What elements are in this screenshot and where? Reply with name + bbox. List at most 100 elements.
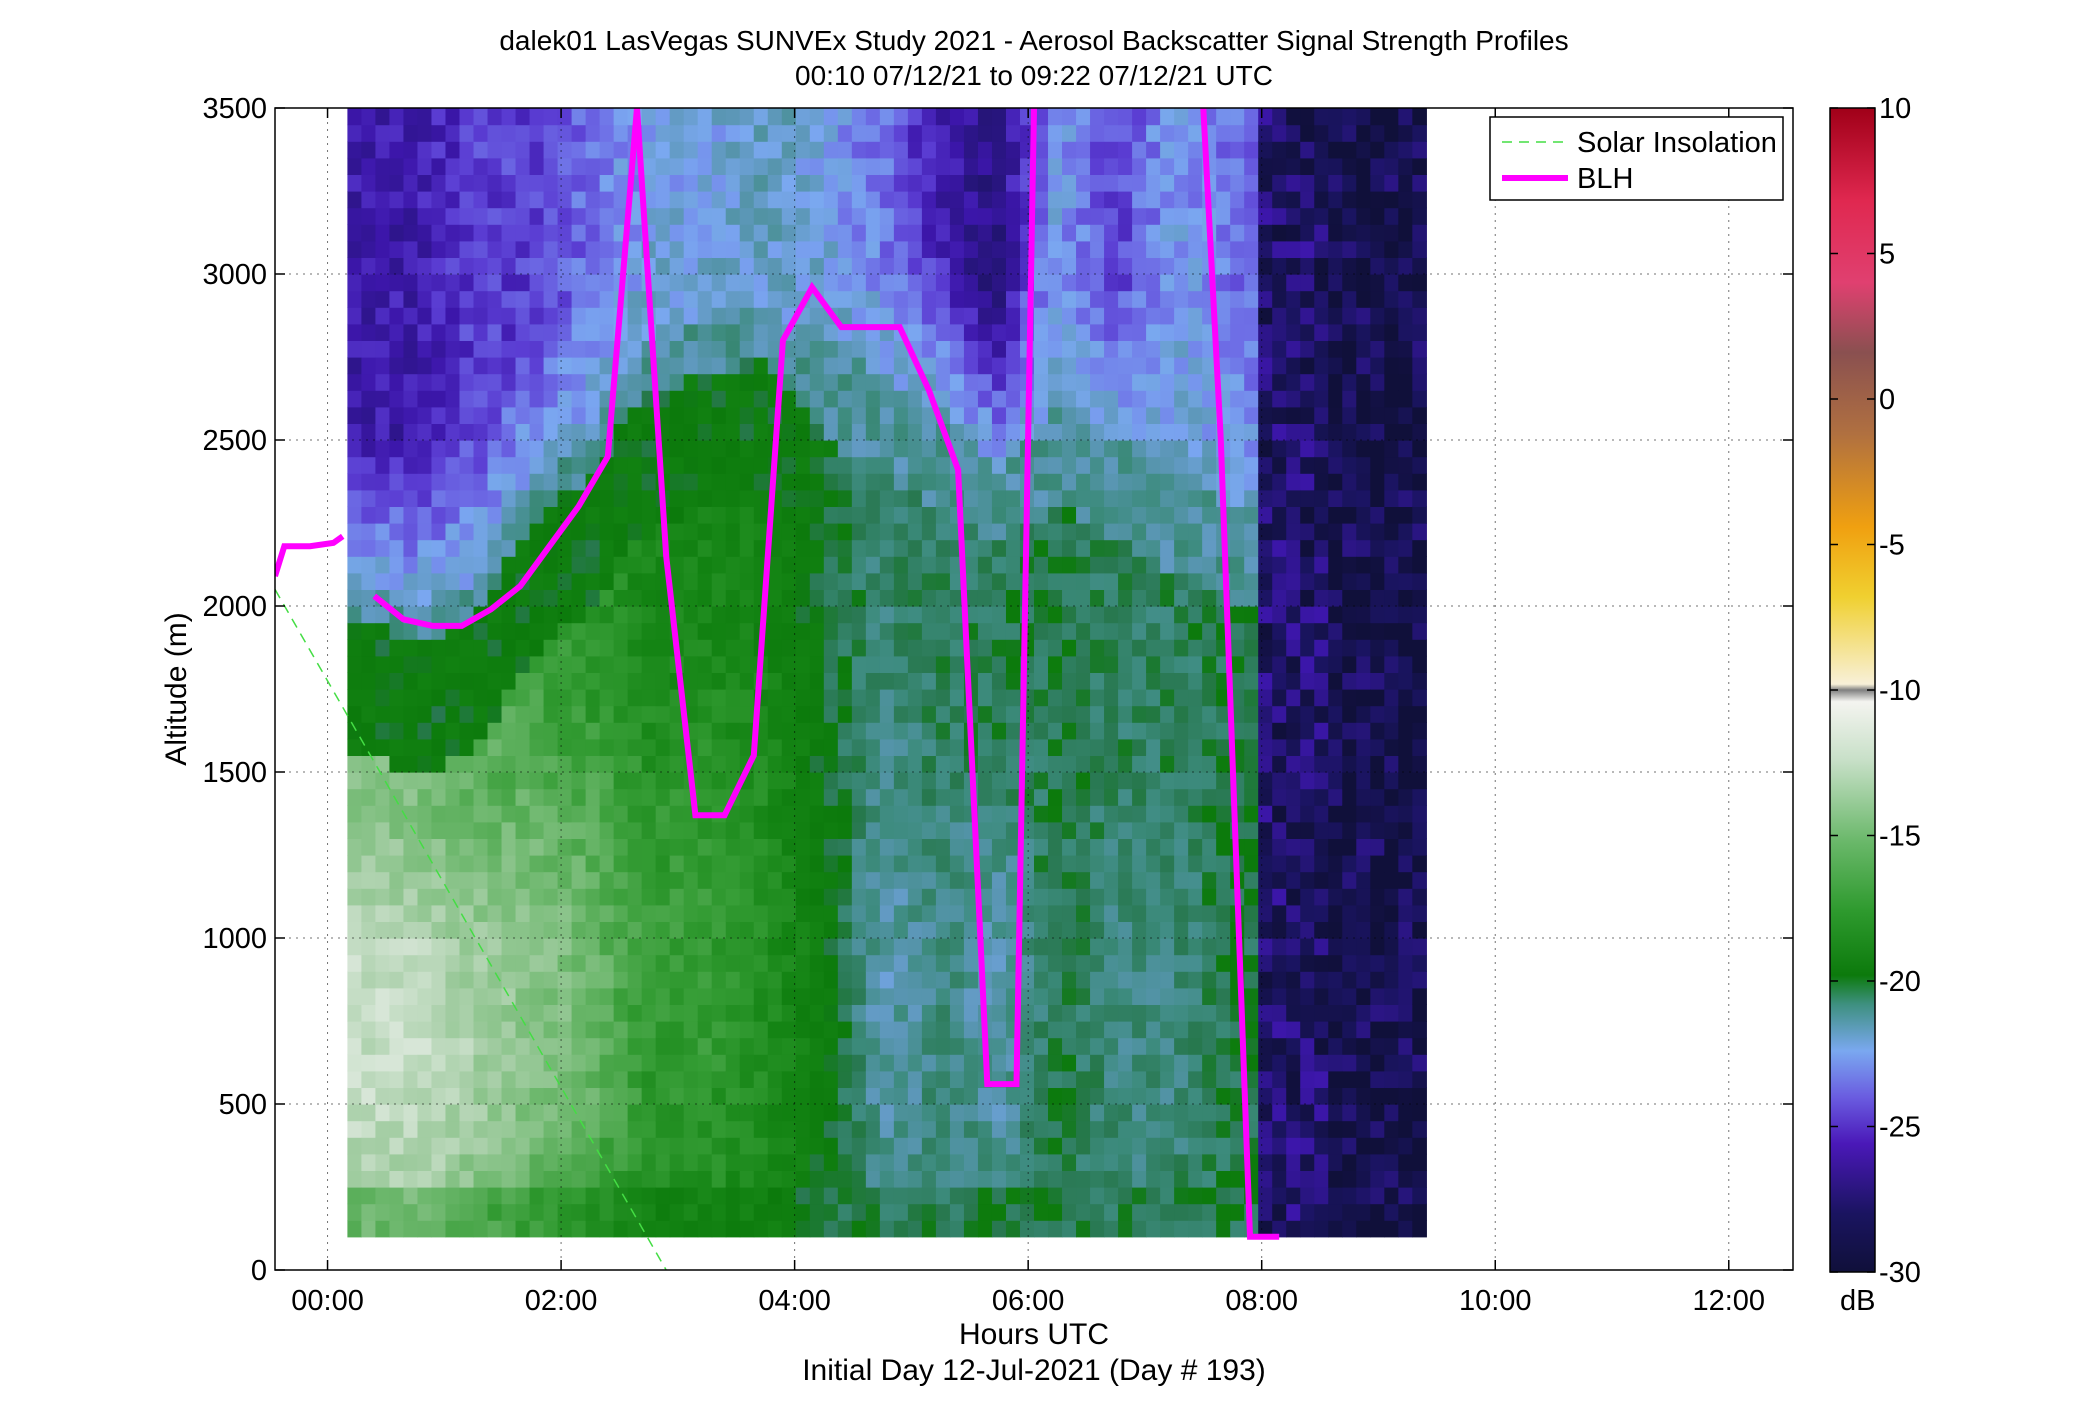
heatmap-cell [1230, 606, 1245, 624]
heatmap-cell [949, 406, 965, 424]
heatmap-cell [1160, 888, 1175, 906]
heatmap-cell [501, 506, 517, 524]
heatmap-cell [1146, 157, 1161, 175]
heatmap-cell [1188, 589, 1203, 607]
heatmap-cell [809, 157, 825, 175]
heatmap-cell [1286, 357, 1301, 375]
heatmap-cell [529, 1187, 545, 1205]
heatmap-cell [739, 1004, 755, 1022]
heatmap-cell [1188, 572, 1203, 590]
heatmap-cell [725, 523, 741, 541]
heatmap-cell [809, 589, 825, 607]
heatmap-cell [781, 954, 797, 972]
heatmap-cell [459, 1054, 475, 1072]
heatmap-cell [1188, 556, 1203, 574]
heatmap-cell [991, 1120, 1007, 1138]
heatmap-cell [1005, 108, 1021, 126]
heatmap-cell [1300, 473, 1315, 491]
heatmap-cell [1244, 174, 1259, 192]
heatmap-cell [1216, 1120, 1231, 1138]
heatmap-cell [1202, 987, 1217, 1005]
heatmap-cell [837, 921, 853, 939]
heatmap-cell [1286, 954, 1301, 972]
heatmap-cell [375, 423, 391, 441]
heatmap-cell [1328, 655, 1343, 673]
heatmap-cell [375, 340, 391, 358]
heatmap-cell [1370, 1037, 1385, 1055]
heatmap-cell [907, 191, 923, 209]
heatmap-cell [907, 307, 923, 325]
heatmap-cell [431, 1153, 447, 1171]
heatmap-cell [487, 572, 503, 590]
heatmap-cell [697, 888, 713, 906]
heatmap-cell [1328, 589, 1343, 607]
heatmap-cell [893, 1203, 909, 1221]
heatmap-cell [1174, 838, 1189, 856]
heatmap-cell [1118, 489, 1133, 507]
heatmap-cell [809, 1087, 825, 1105]
heatmap-cell [487, 888, 503, 906]
heatmap-cell [557, 855, 573, 873]
heatmap-cell [557, 705, 573, 723]
heatmap-cell [879, 456, 895, 474]
heatmap-cell [851, 108, 867, 126]
heatmap-cell [823, 1021, 839, 1039]
heatmap-cell [599, 888, 615, 906]
heatmap-cell [487, 556, 503, 574]
heatmap-cell [1005, 1153, 1021, 1171]
heatmap-cell [1174, 705, 1189, 723]
heatmap-cell [823, 556, 839, 574]
heatmap-cell [725, 207, 741, 225]
heatmap-cell [1188, 805, 1203, 823]
heatmap-cell [1146, 373, 1161, 391]
heatmap-cell [725, 1220, 741, 1238]
heatmap-cell [1342, 954, 1357, 972]
heatmap-cell [1005, 572, 1021, 590]
heatmap-cell [935, 556, 951, 574]
heatmap-cell [389, 274, 405, 292]
heatmap-cell [1356, 1220, 1371, 1238]
heatmap-cell [935, 207, 951, 225]
heatmap-cell [669, 921, 685, 939]
heatmap-cell [655, 1203, 671, 1221]
heatmap-cell [613, 805, 629, 823]
heatmap-cell [1272, 921, 1287, 939]
heatmap-cell [543, 606, 559, 624]
heatmap-cell [585, 1187, 601, 1205]
heatmap-cell [907, 904, 923, 922]
heatmap-cell [697, 572, 713, 590]
heatmap-cell [977, 257, 993, 275]
heatmap-cell [1258, 672, 1273, 690]
heatmap-cell [1104, 141, 1119, 159]
heatmap-cell [921, 473, 937, 491]
heatmap-cell [627, 1187, 643, 1205]
heatmap-cell [991, 473, 1007, 491]
heatmap-cell [1202, 639, 1217, 657]
heatmap-cell [1160, 556, 1175, 574]
heatmap-cell [613, 1087, 629, 1105]
heatmap-cell [907, 672, 923, 690]
heatmap-cell [375, 805, 391, 823]
heatmap-cell [431, 1070, 447, 1088]
heatmap-cell [459, 1170, 475, 1188]
heatmap-cell [389, 489, 405, 507]
heatmap-cell [417, 290, 433, 308]
heatmap-cell [879, 971, 895, 989]
heatmap-cell [403, 157, 419, 175]
heatmap-cell [613, 174, 629, 192]
heatmap-cell [1132, 440, 1147, 458]
heatmap-cell [1342, 390, 1357, 408]
heatmap-cell [1258, 224, 1273, 242]
heatmap-cell [1160, 357, 1175, 375]
heatmap-cell [1090, 672, 1105, 690]
heatmap-cell [1314, 589, 1329, 607]
heatmap-cell [781, 589, 797, 607]
heatmap-cell [613, 1021, 629, 1039]
heatmap-cell [627, 1120, 643, 1138]
heatmap-cell [1272, 274, 1287, 292]
heatmap-cell [1118, 473, 1133, 491]
heatmap-cell [375, 622, 391, 640]
heatmap-cell [1258, 871, 1273, 889]
heatmap-cell [473, 1087, 489, 1105]
heatmap-cell [921, 938, 937, 956]
